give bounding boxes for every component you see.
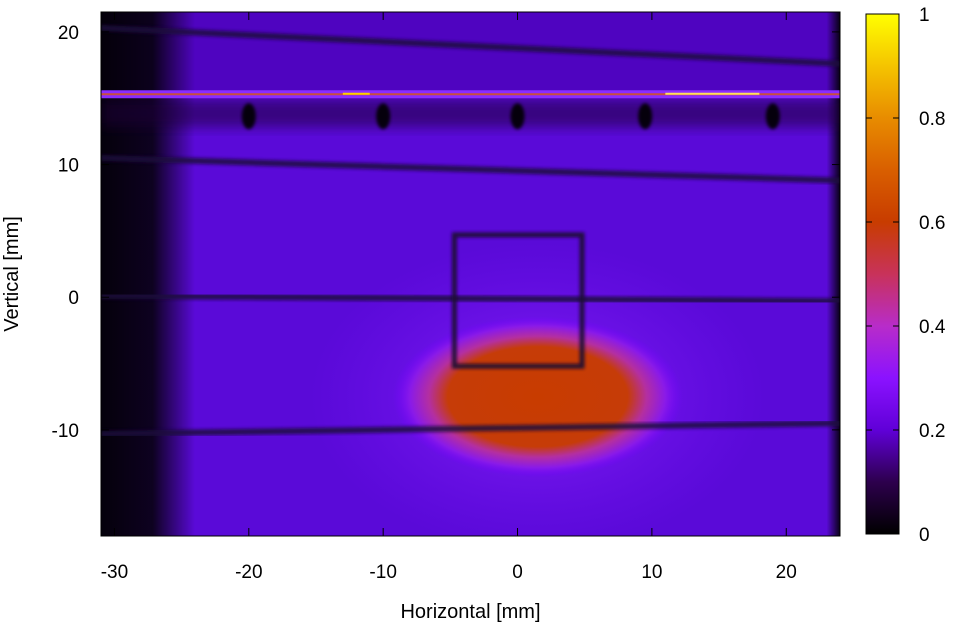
dark-strip [101,99,840,128]
x-tick-label: -10 [369,562,396,583]
horizontal-grid-wire [101,24,840,67]
horizontal-grid-wire [101,420,840,437]
top-dim-region [101,12,840,95]
wire-shadow-blob [376,103,391,130]
wire-shadow-blob [241,103,256,130]
plot-frame [100,11,841,537]
y-tick-label: -10 [52,421,79,442]
y-axis-label: Vertical [mm] [1,216,23,332]
bright-line-hot [665,92,760,95]
dark-right-band [826,12,840,536]
bright-line-hot [342,92,370,95]
bright-line-core [101,93,840,96]
colorbar-tick-label: 0.4 [919,317,946,338]
colorbar-gradient [865,13,900,535]
x-axis-label: Horizontal [mm] [400,601,540,623]
hot-spot [392,316,683,478]
colorbar-tick-label: 0.8 [919,109,945,130]
x-tick-label: 20 [776,562,797,583]
colorbar-tick-label: 0.6 [919,213,945,234]
x-tick-label: -30 [101,562,128,583]
wire-shadow-blob [638,103,653,130]
y-tick-label: 10 [58,156,79,177]
colorbar-tick-label: 0.2 [919,421,945,442]
colorbar-tick-label: 1 [919,5,930,26]
horizontal-grid-wire [101,292,840,305]
wire-shadow-blob [765,103,780,130]
wire-shadow-blob [510,103,525,130]
axes: -30 -20 -10 0 10 20 20 10 0 -10 [52,11,841,583]
x-tick-label: -20 [235,562,262,583]
colorbar: 0 0.2 0.4 0.6 0.8 1 [865,5,946,546]
x-tick-label: 0 [512,562,523,583]
square-frame [451,232,585,369]
colorbar-tick-label: 0 [919,525,930,546]
heatmap-image [101,12,840,536]
horizontal-grid-wire [101,154,840,184]
y-tick-label: 20 [58,23,79,44]
y-tick-label: 0 [68,288,79,309]
x-tick-label: 10 [641,562,662,583]
